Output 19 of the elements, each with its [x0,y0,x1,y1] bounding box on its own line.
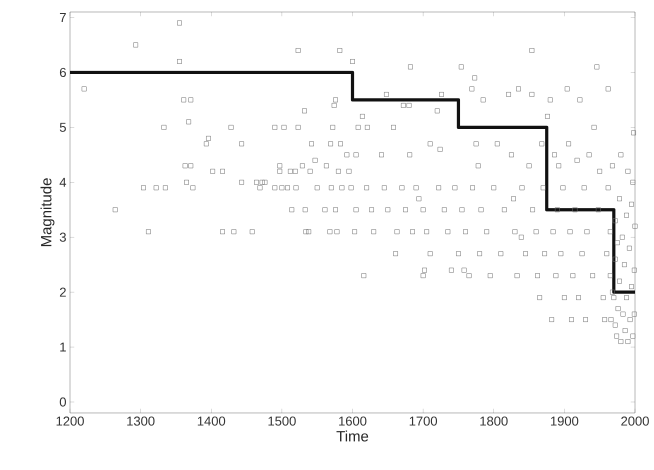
x-tick-label: 1400 [198,416,226,426]
y-tick-label: 4 [60,178,66,187]
y-tick-label: 1 [60,342,66,352]
y-tick-label: 6 [60,68,66,77]
y-tick-label: 0 [60,397,66,407]
x-tick-label: 1300 [127,416,155,426]
x-tick-label: 1800 [480,416,508,426]
x-tick-label: 1500 [268,416,296,426]
y-axis-title: Magnitude [40,178,54,246]
x-tick-label: 1200 [56,416,84,426]
x-tick-label: 1900 [550,416,578,426]
y-tick-label: 7 [60,13,66,22]
x-tick-label: 1700 [410,416,438,426]
x-axis-title: Time [336,430,368,442]
x-tick-label: 2000 [621,416,649,426]
x-tick-label: 1600 [339,416,366,426]
y-tick-label: 3 [60,232,66,242]
y-tick-label: 2 [60,288,66,297]
y-tick-label: 5 [60,122,66,132]
